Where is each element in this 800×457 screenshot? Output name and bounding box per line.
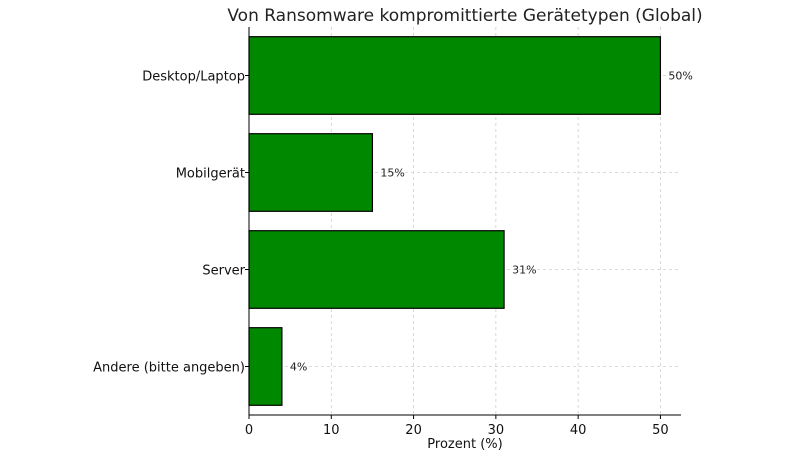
axes bbox=[245, 27, 681, 419]
bar bbox=[248, 327, 283, 406]
data-label: 15% bbox=[380, 167, 404, 180]
bar bbox=[248, 133, 374, 212]
category-label: Desktop/Laptop bbox=[142, 70, 245, 85]
x-tick-labels: 0 10 20 30 40 50 bbox=[245, 423, 669, 438]
bar bbox=[248, 230, 505, 309]
data-label: 4% bbox=[290, 361, 307, 374]
x-tick-label: 0 bbox=[245, 423, 253, 438]
category-label: Server bbox=[202, 264, 245, 279]
x-tick-label: 20 bbox=[405, 423, 422, 438]
bar bbox=[248, 36, 662, 115]
category-label: Mobilgerät bbox=[176, 167, 245, 182]
x-tick-label: 50 bbox=[652, 423, 669, 438]
x-axis-label: Prozent (%) bbox=[427, 437, 502, 452]
bars bbox=[248, 36, 662, 406]
data-label: 31% bbox=[512, 264, 536, 277]
data-labels: 50% 15% 31% 4% bbox=[290, 70, 693, 374]
chart-title: Von Ransomware kompromittierte Gerätetyp… bbox=[227, 6, 702, 26]
data-label: 50% bbox=[668, 70, 692, 83]
x-tick-label: 30 bbox=[488, 423, 505, 438]
x-tick-label: 10 bbox=[323, 423, 340, 438]
x-tick-label: 40 bbox=[570, 423, 587, 438]
category-labels: Desktop/Laptop Mobilgerät Server Andere (bi… bbox=[93, 70, 246, 376]
category-label: Andere (bitte angeben) bbox=[93, 361, 245, 376]
